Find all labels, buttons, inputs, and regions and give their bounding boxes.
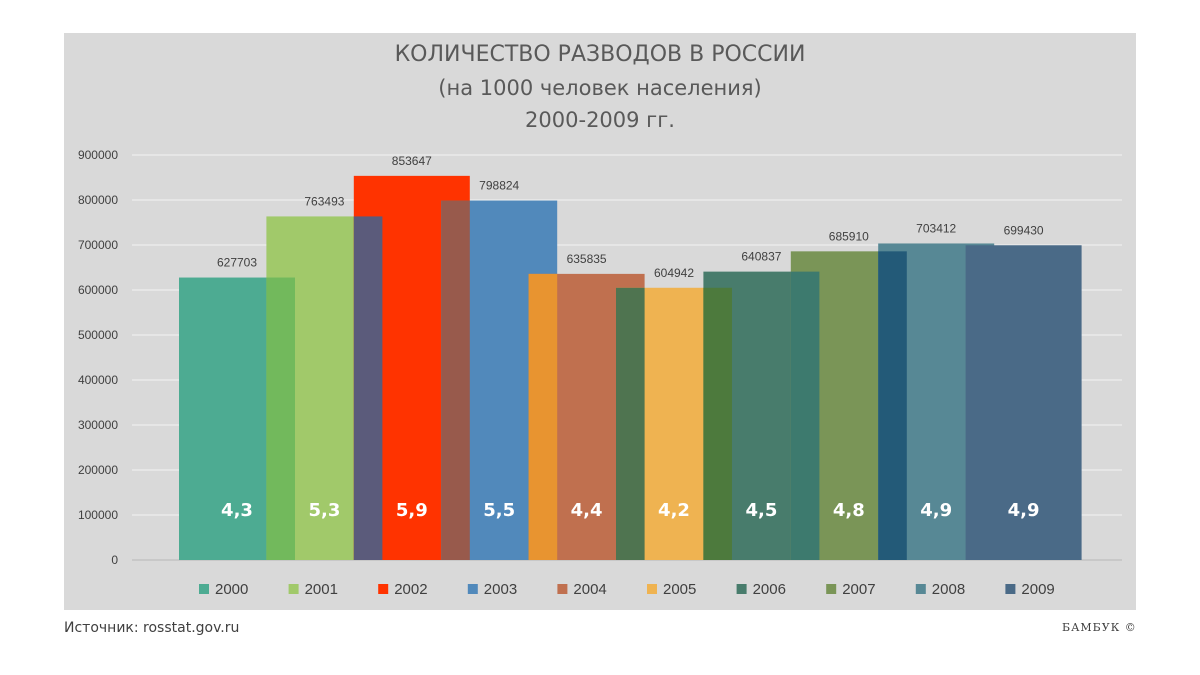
data-labels: 627703 4,3 763493 5,3 853647 5,9 798824 5,5 6358… (217, 154, 1044, 521)
y-tick-label: 100000 (78, 508, 118, 522)
rate-label: 5,3 (308, 500, 340, 521)
value-label: 798824 (479, 179, 519, 193)
value-label: 703412 (916, 221, 956, 235)
copyright-mark: БАМБУК © (1062, 621, 1137, 634)
y-tick-label: 500000 (78, 328, 118, 342)
bar-overlap (878, 251, 907, 560)
legend-swatch (647, 584, 657, 594)
legend-swatch (1005, 584, 1016, 594)
legend-swatch (826, 584, 837, 594)
rate-label: 4,2 (658, 500, 690, 521)
value-label: 640837 (741, 250, 781, 264)
value-label: 685910 (829, 229, 869, 243)
y-tick-label: 300000 (78, 418, 118, 432)
y-tick-label: 200000 (78, 463, 118, 477)
bar-overlap (441, 200, 470, 560)
y-tick-label: 400000 (78, 373, 118, 387)
rate-label: 4,3 (221, 500, 253, 521)
legend-label: 2001 (305, 581, 338, 598)
rate-label: 4,8 (833, 500, 865, 521)
y-tick-label: 600000 (78, 283, 118, 297)
legend: 2000 2001 2002 2003 2004 2005 2006 2007 2008 2009 (199, 581, 1055, 598)
chart-subtitle-1: (на 1000 человек населения) (438, 76, 761, 100)
rate-label: 5,5 (483, 500, 515, 521)
legend-swatch (467, 584, 478, 594)
rate-label: 4,9 (920, 500, 952, 521)
legend-label: 2005 (663, 581, 696, 598)
value-label: 635835 (567, 252, 607, 266)
y-tick-label: 800000 (78, 193, 118, 207)
rate-label: 5,9 (396, 500, 428, 521)
rate-label: 4,9 (1008, 500, 1040, 521)
legend-label: 2008 (932, 581, 965, 598)
bar-overlap (353, 216, 383, 560)
legend-swatch (736, 584, 747, 594)
legend-label: 2004 (573, 581, 606, 598)
bar-overlap (790, 271, 820, 560)
legend-label: 2002 (394, 581, 427, 598)
bar-overlap (703, 287, 732, 560)
legend-label: 2006 (753, 581, 786, 598)
legend-swatch (378, 584, 389, 594)
rate-label: 4,5 (745, 500, 777, 521)
legend-swatch (557, 584, 568, 594)
y-tick-label: 0 (111, 553, 118, 567)
bar-overlap (266, 277, 295, 560)
value-label: 763493 (304, 194, 344, 208)
bar-overlaps (266, 200, 907, 560)
chart-panel: КОЛИЧЕСТВО РАЗВОДОВ В РОССИИ (на 1000 че… (64, 33, 1136, 610)
legend-label: 2009 (1021, 581, 1054, 598)
bar-overlap (528, 273, 558, 560)
legend-swatch (199, 584, 209, 594)
y-axis-ticks: 0 100000 200000 300000 400000 500000 600000 700… (78, 148, 118, 567)
legend-label: 2000 (215, 581, 248, 598)
chart-subtitle-2: 2000-2009 гг. (525, 108, 675, 132)
legend-swatch (288, 584, 299, 594)
source-note: Источник: rosstat.gov.ru (64, 620, 240, 636)
rate-label: 4,4 (571, 500, 603, 521)
value-label: 627703 (217, 256, 257, 270)
y-tick-label: 700000 (78, 238, 118, 252)
value-label: 853647 (392, 154, 432, 168)
value-label: 604942 (654, 266, 694, 280)
value-label: 699430 (1004, 223, 1044, 237)
chart-title: КОЛИЧЕСТВО РАЗВОДОВ В РОССИИ (395, 42, 806, 67)
y-tick-label: 900000 (78, 148, 118, 162)
bar-overlap (616, 287, 645, 560)
bar-2009 (965, 245, 1082, 560)
divorce-chart: КОЛИЧЕСТВО РАЗВОДОВ В РОССИИ (на 1000 че… (78, 42, 1122, 598)
legend-swatch (915, 584, 926, 594)
legend-label: 2003 (484, 581, 517, 598)
legend-label: 2007 (842, 581, 875, 598)
